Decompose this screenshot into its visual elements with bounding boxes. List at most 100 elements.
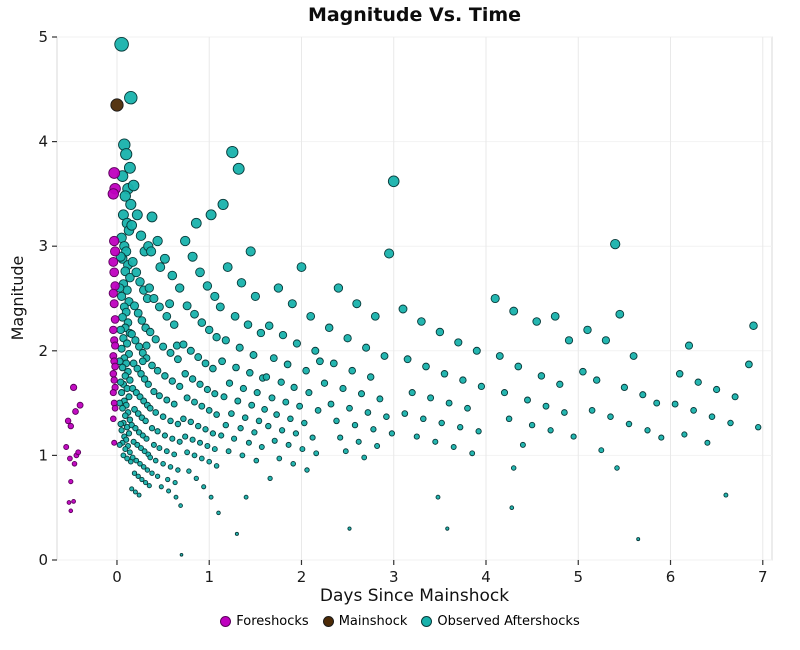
data-point xyxy=(211,390,219,398)
data-point xyxy=(111,439,118,446)
data-point xyxy=(148,425,156,432)
data-point xyxy=(110,98,124,112)
data-point xyxy=(107,188,119,200)
data-point xyxy=(542,402,550,410)
data-point xyxy=(292,339,301,348)
data-point xyxy=(380,352,389,360)
data-point xyxy=(174,420,182,428)
data-point xyxy=(63,444,70,450)
data-point xyxy=(131,336,140,345)
data-point xyxy=(126,219,138,231)
data-point xyxy=(329,359,338,368)
data-point xyxy=(570,433,577,440)
data-point xyxy=(261,406,268,413)
data-point xyxy=(374,443,381,449)
data-point xyxy=(146,211,158,223)
data-point xyxy=(438,419,445,427)
data-point xyxy=(169,320,179,329)
data-point xyxy=(306,311,316,321)
data-point xyxy=(159,342,168,351)
data-point xyxy=(154,473,161,479)
data-point xyxy=(250,291,260,301)
data-point xyxy=(547,427,554,434)
data-point xyxy=(339,384,347,393)
data-point xyxy=(217,198,229,210)
data-point xyxy=(351,421,359,429)
data-point xyxy=(172,341,181,350)
data-point xyxy=(355,438,362,445)
data-point xyxy=(142,417,149,425)
data-point xyxy=(625,420,633,428)
data-point xyxy=(292,430,300,437)
data-point xyxy=(161,432,168,439)
data-point xyxy=(180,235,191,247)
data-point xyxy=(301,419,308,427)
data-point xyxy=(239,384,247,393)
data-point xyxy=(183,394,191,402)
data-point xyxy=(364,409,372,416)
data-point xyxy=(127,329,136,339)
data-point xyxy=(131,470,138,476)
data-point xyxy=(278,330,288,340)
data-point xyxy=(152,457,159,464)
data-point xyxy=(658,434,665,441)
foreshocks-swatch-icon xyxy=(220,616,232,627)
data-point xyxy=(64,417,72,425)
data-point xyxy=(211,446,218,453)
data-point xyxy=(179,552,184,557)
data-point xyxy=(136,492,142,498)
data-point xyxy=(123,339,132,348)
data-point xyxy=(147,454,154,461)
data-point xyxy=(615,309,625,319)
mainshock-swatch-icon xyxy=(322,616,334,627)
data-point xyxy=(132,425,139,432)
data-point xyxy=(165,476,171,483)
data-point xyxy=(117,344,126,353)
data-point xyxy=(273,411,280,418)
data-point xyxy=(607,413,614,420)
data-point xyxy=(267,475,273,482)
data-point xyxy=(532,317,542,326)
data-point xyxy=(138,445,144,452)
data-point xyxy=(337,434,344,441)
data-point xyxy=(201,359,210,368)
data-point xyxy=(186,468,192,474)
data-point xyxy=(403,355,412,364)
data-point xyxy=(445,526,450,531)
data-point xyxy=(639,391,647,399)
data-point xyxy=(253,389,261,397)
data-point xyxy=(745,360,753,369)
data-point xyxy=(749,321,758,330)
data-point xyxy=(120,148,133,161)
data-point xyxy=(186,346,195,355)
data-point xyxy=(401,410,409,417)
data-point xyxy=(505,415,513,423)
data-point xyxy=(320,379,329,387)
data-point xyxy=(158,484,164,490)
data-point xyxy=(370,311,380,321)
legend-item-foreshocks: Foreshocks xyxy=(220,614,309,629)
data-point xyxy=(519,441,526,448)
legend-label-mainshock: Mainshock xyxy=(338,614,408,629)
data-point xyxy=(119,404,126,412)
plot-frame xyxy=(56,36,773,561)
data-point xyxy=(135,473,141,479)
data-point xyxy=(243,320,253,329)
data-point xyxy=(231,435,238,442)
data-point xyxy=(132,489,138,495)
data-point xyxy=(127,256,138,267)
data-point xyxy=(299,446,306,453)
data-point xyxy=(290,383,298,392)
data-point xyxy=(169,435,176,442)
data-point xyxy=(176,438,183,445)
data-point xyxy=(138,348,147,357)
data-point xyxy=(125,198,137,210)
data-point xyxy=(204,443,211,449)
data-point xyxy=(154,302,164,312)
x-tick-label: 0 xyxy=(112,568,122,586)
data-point xyxy=(417,317,426,326)
data-point xyxy=(255,417,263,425)
data-point xyxy=(131,209,143,221)
data-point xyxy=(262,373,271,381)
data-point xyxy=(287,415,294,423)
